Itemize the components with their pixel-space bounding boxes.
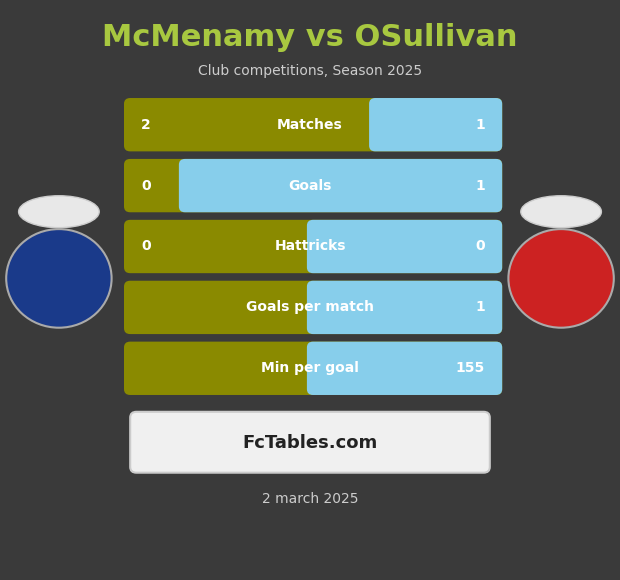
Circle shape [6, 229, 112, 328]
FancyBboxPatch shape [179, 159, 502, 212]
FancyBboxPatch shape [130, 412, 490, 473]
FancyBboxPatch shape [124, 159, 502, 212]
Text: Min per goal: Min per goal [261, 361, 359, 375]
FancyBboxPatch shape [307, 281, 502, 334]
Text: McMenamy vs OSullivan: McMenamy vs OSullivan [102, 23, 518, 52]
Text: 2 march 2025: 2 march 2025 [262, 492, 358, 506]
FancyBboxPatch shape [124, 220, 502, 273]
Text: Hattricks: Hattricks [274, 240, 346, 253]
Text: Goals per match: Goals per match [246, 300, 374, 314]
Text: 1: 1 [475, 179, 485, 193]
FancyBboxPatch shape [124, 281, 502, 334]
FancyBboxPatch shape [124, 98, 502, 151]
Circle shape [508, 229, 614, 328]
FancyBboxPatch shape [307, 220, 502, 273]
Text: Goals: Goals [288, 179, 332, 193]
Text: FcTables.com: FcTables.com [242, 433, 378, 452]
FancyBboxPatch shape [307, 342, 502, 395]
Text: 0: 0 [141, 240, 151, 253]
Text: 0: 0 [475, 240, 485, 253]
Text: 1: 1 [475, 300, 485, 314]
Text: 2: 2 [141, 118, 151, 132]
FancyBboxPatch shape [369, 98, 502, 151]
Text: Club competitions, Season 2025: Club competitions, Season 2025 [198, 64, 422, 78]
Text: 1: 1 [475, 118, 485, 132]
Text: Matches: Matches [277, 118, 343, 132]
Ellipse shape [521, 196, 601, 228]
Text: 0: 0 [141, 179, 151, 193]
Ellipse shape [19, 196, 99, 228]
FancyBboxPatch shape [124, 342, 502, 395]
Text: 155: 155 [456, 361, 485, 375]
